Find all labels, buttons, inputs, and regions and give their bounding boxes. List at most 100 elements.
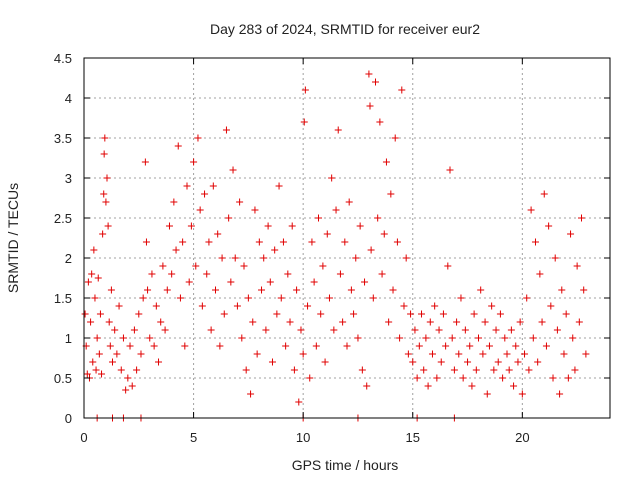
data-point: [203, 270, 211, 278]
data-point: [117, 366, 125, 374]
data-point: [229, 166, 237, 174]
data-point: [104, 222, 112, 230]
data-point: [347, 286, 355, 294]
data-point: [282, 342, 290, 350]
data-point: [558, 286, 566, 294]
data-point: [157, 318, 165, 326]
data-point: [380, 230, 388, 238]
data-point: [187, 222, 195, 230]
data-point: [308, 238, 316, 246]
data-point: [367, 246, 375, 254]
y-tick-label: 2.5: [54, 211, 72, 226]
data-point: [549, 374, 557, 382]
data-point: [258, 286, 266, 294]
data-point: [455, 350, 463, 358]
data-point: [393, 238, 401, 246]
data-point: [279, 238, 287, 246]
data-point: [378, 270, 386, 278]
y-tick-label: 1: [65, 331, 72, 346]
data-point: [496, 310, 504, 318]
data-point: [98, 370, 106, 378]
data-point: [512, 342, 520, 350]
data-point: [190, 158, 198, 166]
data-point: [573, 262, 581, 270]
data-point: [301, 86, 309, 94]
data-point: [505, 366, 513, 374]
data-point: [385, 318, 393, 326]
data-point: [525, 366, 533, 374]
data-point: [133, 366, 141, 374]
data-point: [343, 342, 351, 350]
data-point: [238, 334, 246, 342]
grid: [84, 58, 610, 418]
data-point: [146, 334, 154, 342]
y-tick-label: 4.5: [54, 51, 72, 66]
data-point: [152, 302, 160, 310]
data-point: [446, 166, 454, 174]
data-point: [538, 318, 546, 326]
data-point: [155, 358, 163, 366]
data-point: [420, 366, 428, 374]
data-point: [428, 350, 436, 358]
data-point: [124, 374, 132, 382]
data-point: [284, 270, 292, 278]
data-point: [356, 222, 364, 230]
data-point: [81, 310, 89, 318]
data-point: [567, 230, 575, 238]
data-point: [288, 222, 296, 230]
data-point: [361, 278, 369, 286]
data-point: [531, 238, 539, 246]
data-point: [286, 318, 294, 326]
data-point: [122, 386, 130, 394]
data-point: [106, 342, 114, 350]
y-axis-ticks: 0 0.5 1 1.5 2 2.5 3 3.5 4 4.5: [54, 51, 610, 426]
y-axis-label: SRMTID / TECUs: [5, 183, 21, 293]
data-point: [214, 230, 222, 238]
data-point: [218, 254, 226, 262]
data-point: [459, 374, 467, 382]
data-point: [328, 174, 336, 182]
x-tick-label: 15: [406, 430, 420, 445]
data-point: [312, 342, 320, 350]
data-point: [578, 214, 586, 222]
data-point: [163, 286, 171, 294]
data-point: [404, 350, 412, 358]
data-point: [91, 294, 99, 302]
plot-frame: [83, 57, 611, 419]
data-point: [501, 334, 509, 342]
data-point: [448, 334, 456, 342]
data-point: [477, 286, 485, 294]
data-point: [130, 326, 138, 334]
data-point: [582, 350, 590, 358]
data-point: [176, 294, 184, 302]
y-tick-label: 3: [65, 171, 72, 186]
data-point: [207, 326, 215, 334]
data-point: [275, 182, 283, 190]
data-point: [411, 326, 419, 334]
data-point: [402, 254, 410, 262]
data-point: [225, 214, 233, 222]
data-point: [84, 278, 92, 286]
data-point: [523, 294, 531, 302]
data-point: [222, 126, 230, 134]
data-point: [457, 294, 465, 302]
data-point: [426, 318, 434, 326]
data-point: [212, 286, 219, 294]
data-point: [431, 302, 439, 310]
data-point: [389, 286, 397, 294]
data-point: [435, 326, 443, 334]
data-point: [503, 350, 511, 358]
data-point: [297, 326, 305, 334]
data-point: [433, 374, 441, 382]
data-point: [330, 326, 338, 334]
data-point: [304, 302, 312, 310]
data-point: [115, 302, 123, 310]
data-point: [262, 326, 270, 334]
data-point: [205, 238, 213, 246]
data-point: [564, 374, 572, 382]
data-point: [231, 254, 239, 262]
data-point: [396, 334, 404, 342]
data-point: [165, 222, 173, 230]
y-tick-label: 3.5: [54, 131, 72, 146]
data-point: [139, 294, 147, 302]
